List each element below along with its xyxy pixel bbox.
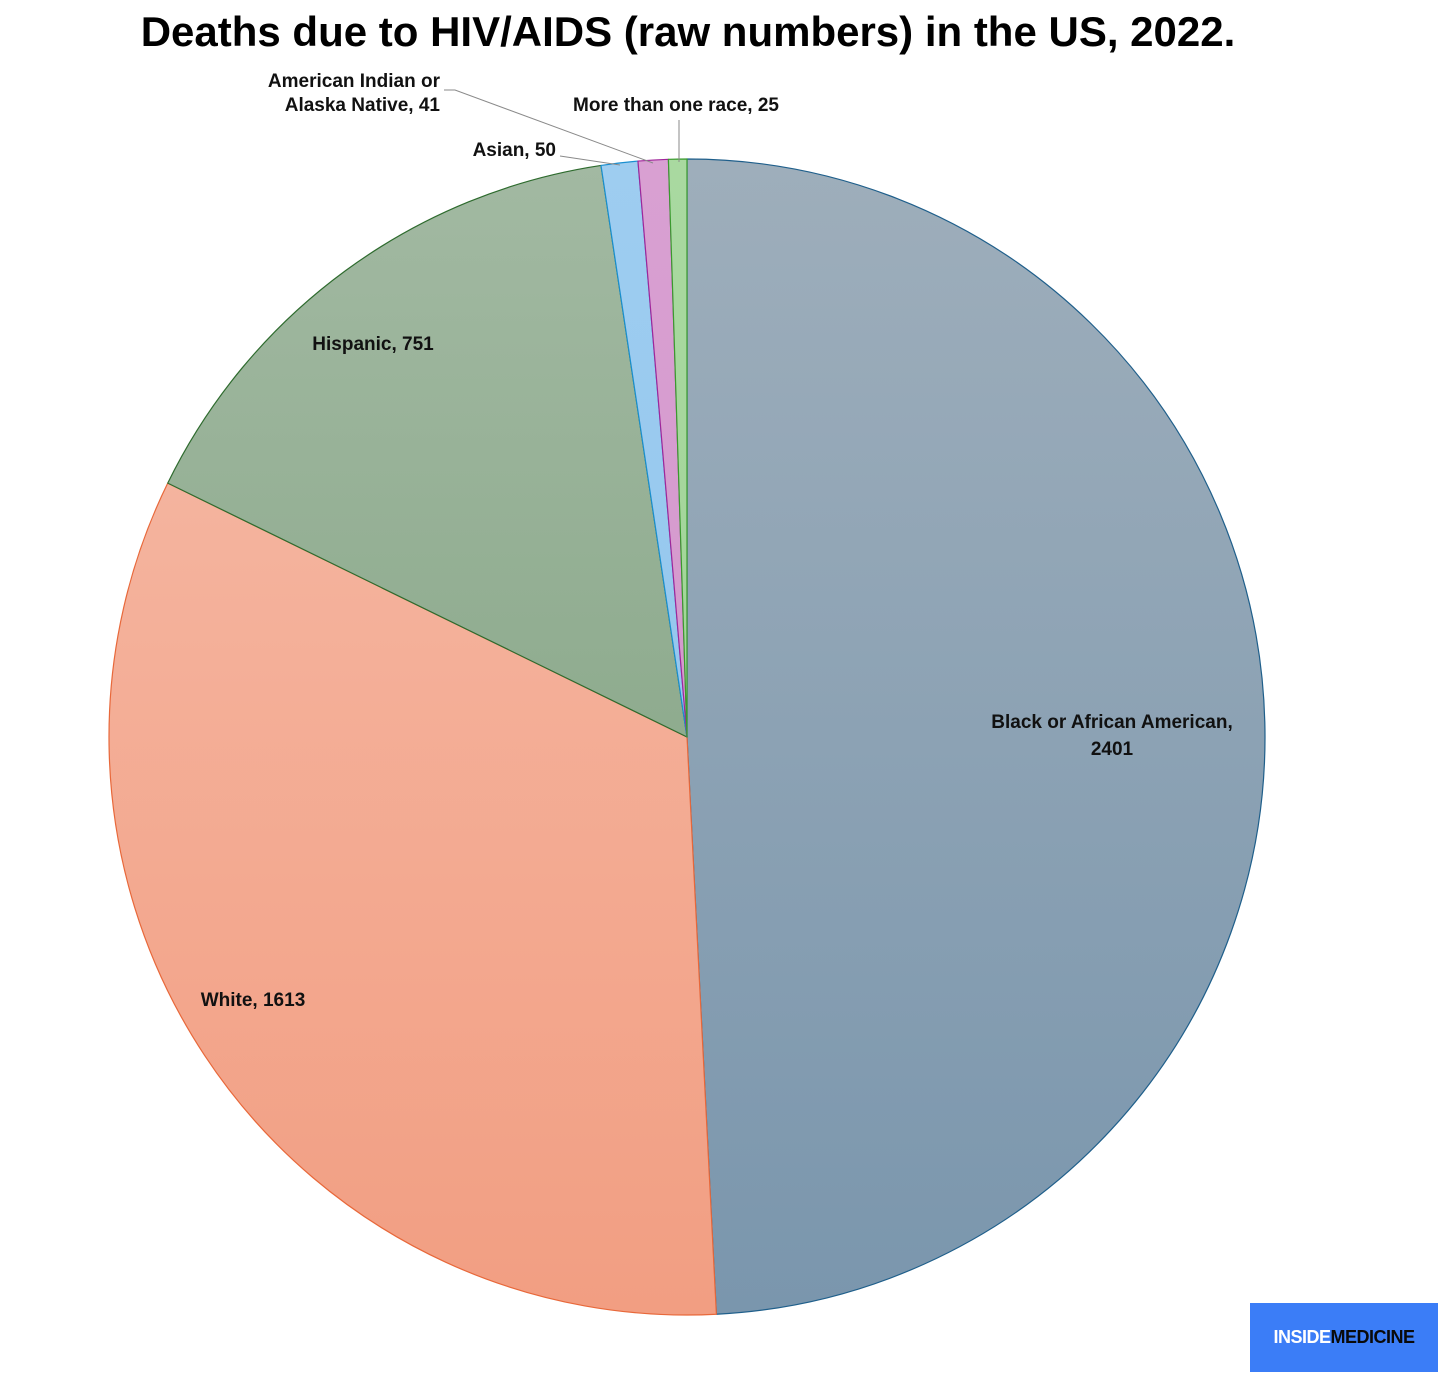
leader-line-american-indian-or-alaska-native bbox=[444, 89, 654, 164]
slice-labels: Black or African American, 2401 White, 161… bbox=[201, 71, 1233, 1011]
slice-label-white: White, 1613 bbox=[201, 990, 306, 1011]
slice-label-american-indian-or-alaska-native: American Indian or Alaska Native, 41 bbox=[268, 71, 441, 116]
slice-label-hispanic: Hispanic, 751 bbox=[312, 334, 434, 355]
inside-medicine-logo: INSIDE MEDICINE bbox=[1250, 1303, 1438, 1372]
slice-label-more-than-one-race: More than one race, 25 bbox=[573, 95, 779, 116]
slice-label-black-or-african-american: Black or African American, 2401 bbox=[991, 712, 1232, 760]
pie-slice-hispanic bbox=[167, 164, 688, 738]
brand-medicine-text: MEDICINE bbox=[1330, 1327, 1416, 1347]
pie-slice-black-or-african-american bbox=[686, 158, 1266, 1315]
brand-inside-text: INSIDE bbox=[1273, 1327, 1331, 1347]
leader-line-asian bbox=[559, 155, 621, 166]
leader-lines bbox=[444, 89, 680, 166]
pie-slices bbox=[108, 158, 1266, 1316]
slice-label-asian: Asian, 50 bbox=[473, 140, 556, 161]
pie-slice-white bbox=[108, 482, 717, 1316]
chart-title: Deaths due to HIV/AIDS (raw numbers) in … bbox=[140, 8, 1236, 55]
pie-slice-more-than-one-race bbox=[667, 158, 688, 738]
